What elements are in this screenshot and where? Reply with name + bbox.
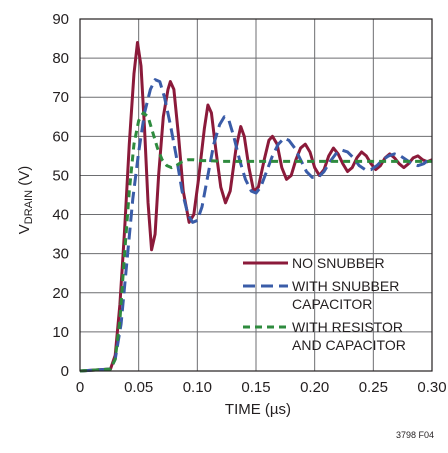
x-tick-label: 0.10 <box>183 379 212 396</box>
x-tick-label: 0.30 <box>417 379 446 396</box>
y-tick-label: 10 <box>52 324 69 341</box>
series-group <box>79 40 433 373</box>
y-axis-label-sub: DRAIN <box>23 190 35 224</box>
y-tick-label: 40 <box>52 207 69 224</box>
x-tick-label: 0.25 <box>359 379 388 396</box>
plot-frame <box>79 18 433 372</box>
x-tick-label: 0.15 <box>241 379 270 396</box>
x-tick-label: 0 <box>76 379 84 396</box>
grid-lines <box>80 19 432 371</box>
series-line-1 <box>79 78 433 373</box>
y-axis-label: VDRAIN (V) <box>16 166 35 234</box>
y-tick-label: 80 <box>52 50 69 67</box>
legend-label-no-snubber: NO SNUBBER <box>292 255 385 271</box>
figure-id: 3798 F04 <box>396 430 434 440</box>
legend-label-resistor-line2: AND CAPACITOR <box>292 337 406 353</box>
x-axis-label: TIME (µs) <box>225 401 291 418</box>
y-tick-label: 30 <box>52 246 69 263</box>
x-tick-label: 0.05 <box>124 379 153 396</box>
y-tick-label: 0 <box>61 363 69 380</box>
y-tick-label: 60 <box>52 128 69 145</box>
legend: NO SNUBBER WITH SNUBBER CAPACITOR WITH R… <box>243 255 406 353</box>
legend-label-with-snubber-line2: CAPACITOR <box>292 296 372 312</box>
legend-label-with-snubber-line1: WITH SNUBBER <box>292 278 399 294</box>
x-tick-labels: 0 0.05 0.10 0.15 0.20 0.25 0.30 <box>76 379 447 396</box>
y-axis-label-main: V <box>16 224 33 234</box>
x-tick-label: 0.20 <box>300 379 329 396</box>
series-line-2 <box>79 111 432 373</box>
series-line-0 <box>79 40 433 373</box>
y-tick-label: 90 <box>52 11 69 28</box>
y-tick-label: 70 <box>52 89 69 106</box>
legend-label-resistor-line1: WITH RESISTOR <box>292 319 403 335</box>
y-tick-label: 20 <box>52 285 69 302</box>
y-axis-label-unit: (V) <box>16 166 33 190</box>
y-tick-labels: 0 10 20 30 40 50 60 70 80 90 <box>52 11 69 380</box>
y-tick-label: 50 <box>52 167 69 184</box>
